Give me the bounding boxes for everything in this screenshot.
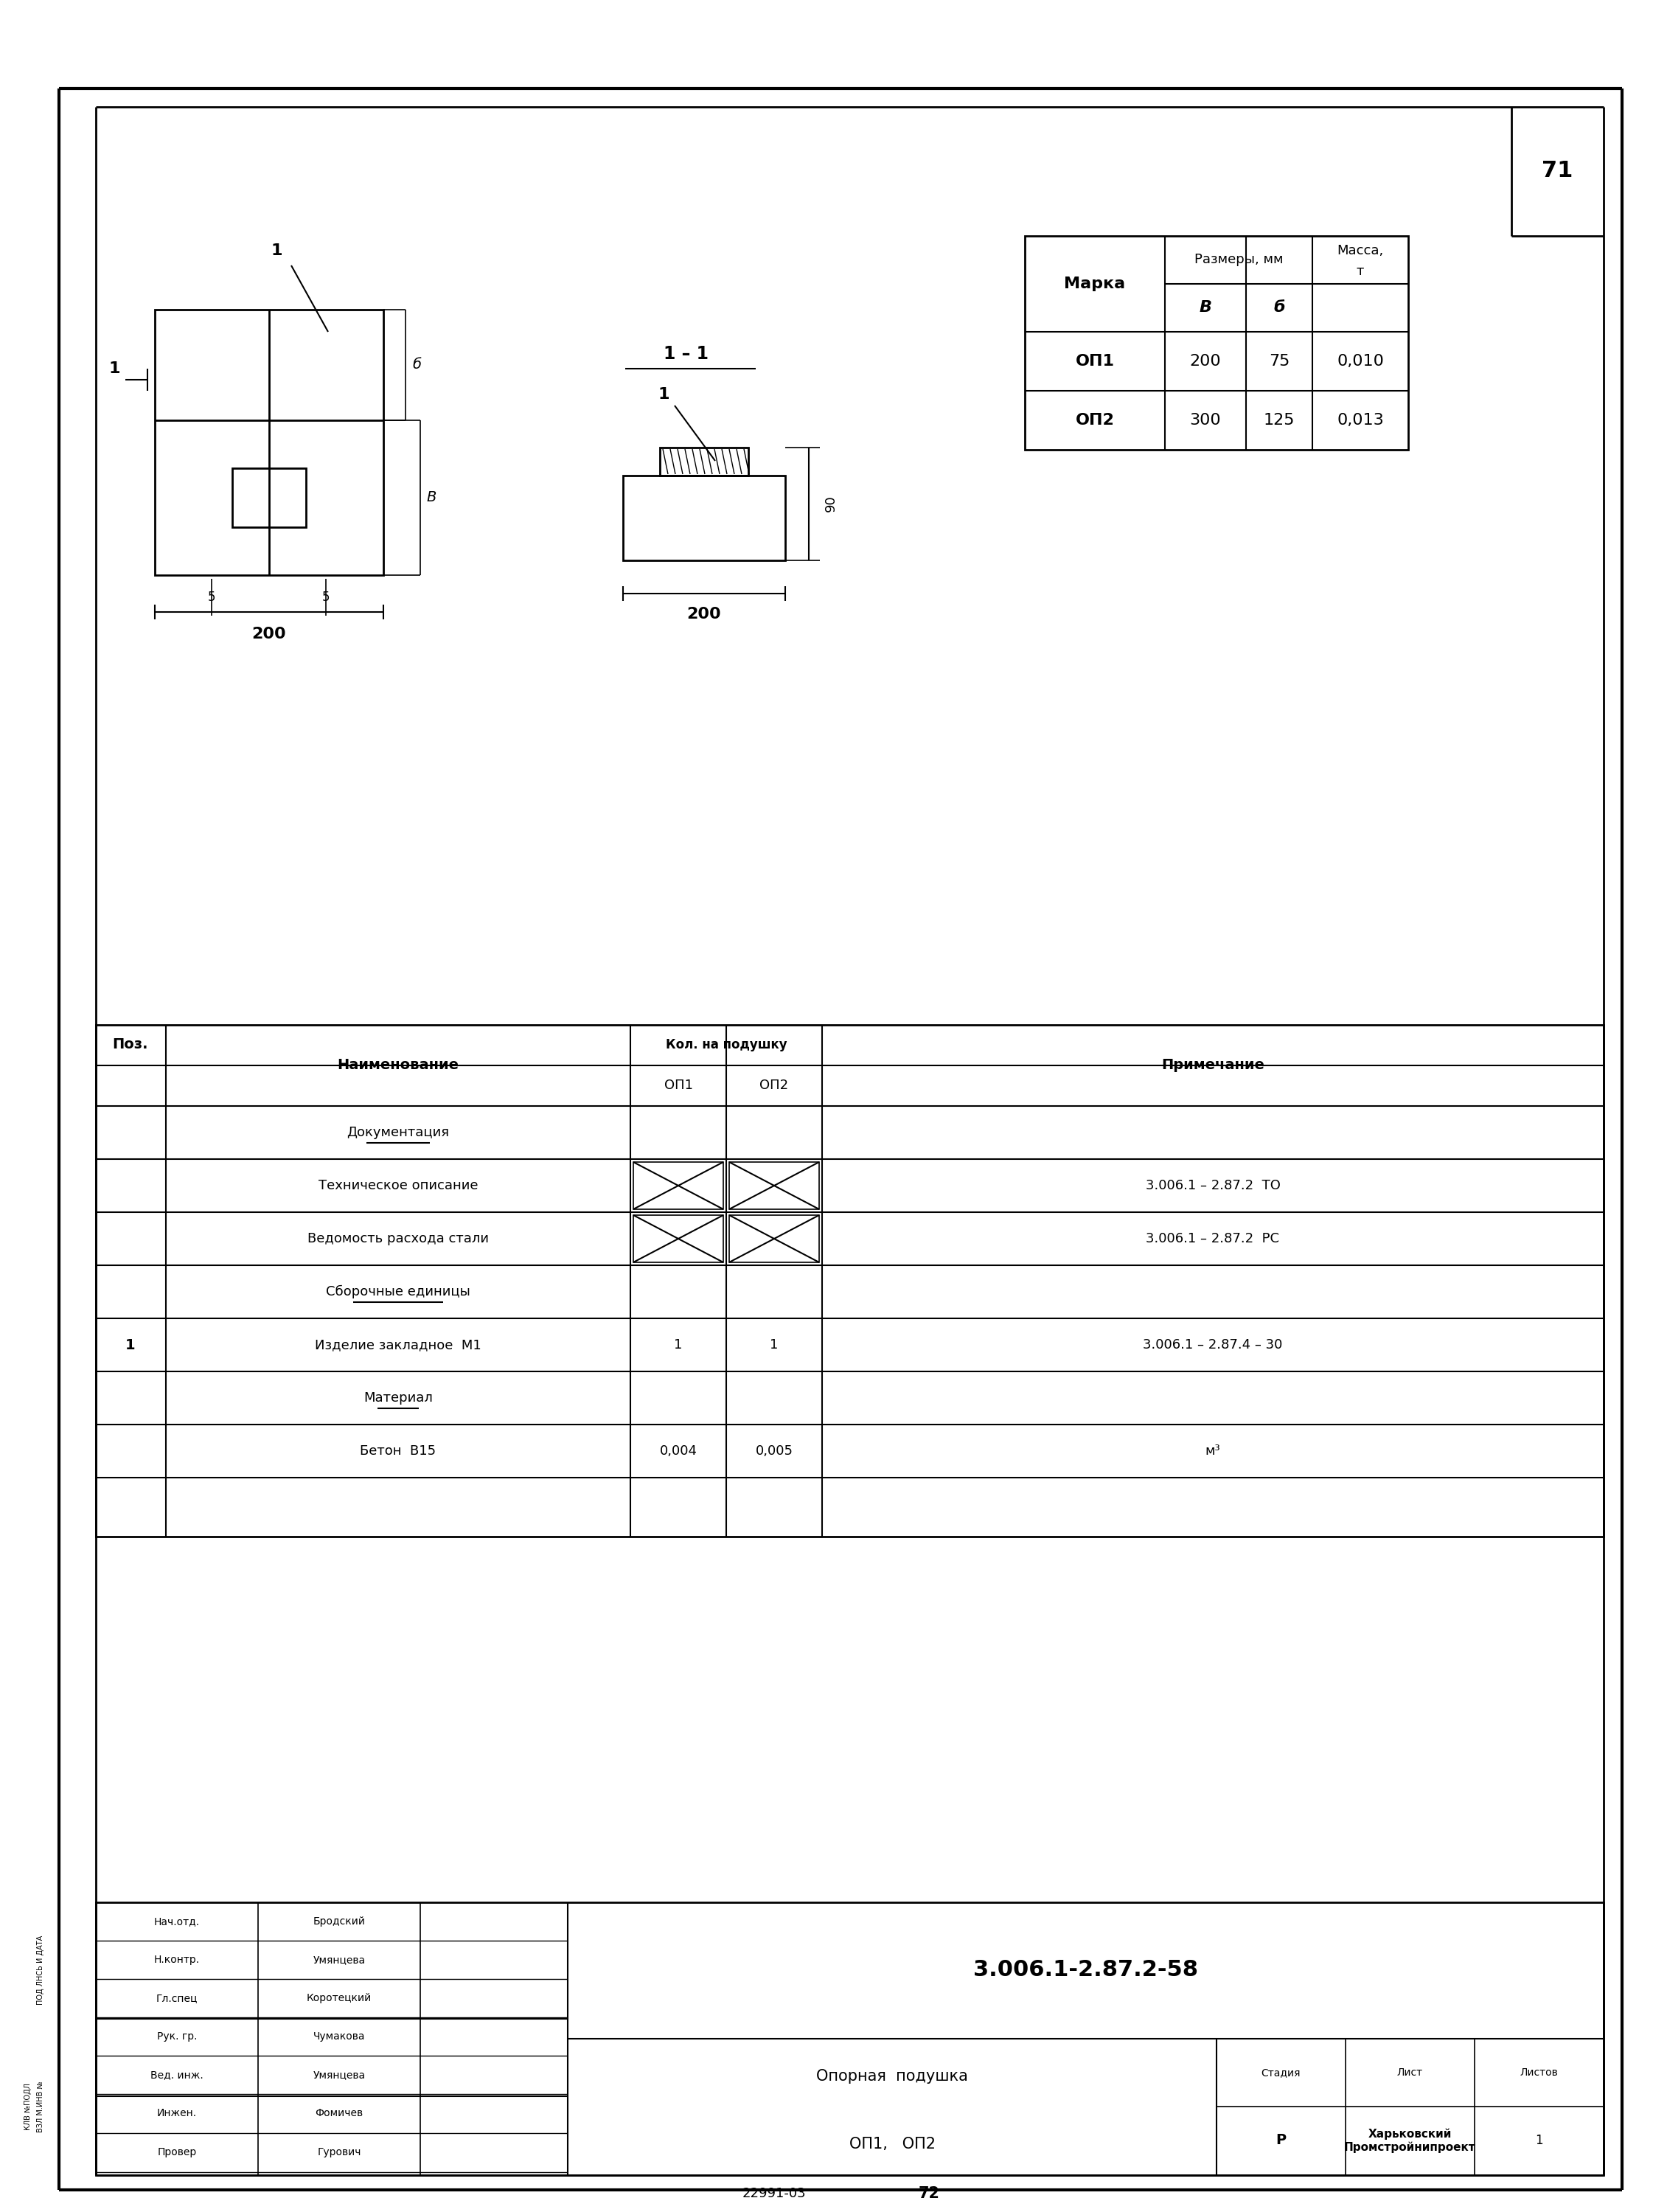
Text: 300: 300 (1190, 414, 1222, 427)
Text: 1: 1 (126, 1338, 136, 1352)
Text: 71: 71 (1542, 161, 1572, 181)
Text: м³: м³ (1205, 1444, 1220, 1458)
Text: ВЗЛ М.ИНВ №: ВЗЛ М.ИНВ № (36, 2081, 45, 2132)
Text: ПОД ЛНСЬ И ДАТА: ПОД ЛНСЬ И ДАТА (36, 1935, 45, 2004)
Text: Лист: Лист (1397, 2068, 1423, 2077)
Text: Листов: Листов (1519, 2068, 1557, 2077)
Text: 1: 1 (1534, 2135, 1542, 2148)
Text: 3.006.1 – 2.87.2  ТО: 3.006.1 – 2.87.2 ТО (1146, 1179, 1281, 1192)
Text: 72: 72 (919, 2185, 939, 2201)
Text: КЛВ №ПОДЛ: КЛВ №ПОДЛ (25, 2084, 31, 2130)
Text: б: б (1273, 301, 1284, 314)
Text: 22991-03: 22991-03 (742, 2188, 807, 2201)
Text: Рук. гр.: Рук. гр. (157, 2031, 197, 2042)
Text: Бродский: Бродский (312, 1916, 365, 1927)
Text: 0,004: 0,004 (660, 1444, 698, 1458)
Text: Инжен.: Инжен. (157, 2108, 197, 2119)
Bar (1025, 237, 1408, 449)
Text: ОП2: ОП2 (760, 1079, 788, 1093)
Text: 0,013: 0,013 (1337, 414, 1384, 427)
Text: Чумакова: Чумакова (312, 2031, 365, 2042)
Text: Техническое описание: Техническое описание (319, 1179, 478, 1192)
Text: Фомичев: Фомичев (316, 2108, 364, 2119)
Text: 200: 200 (251, 626, 286, 641)
Text: Опорная  подушка: Опорная подушка (817, 2068, 969, 2084)
Text: 125: 125 (1263, 414, 1294, 427)
Text: 0,005: 0,005 (755, 1444, 793, 1458)
Text: 5: 5 (322, 591, 329, 604)
Text: В: В (1198, 301, 1212, 314)
Text: 200: 200 (688, 606, 721, 622)
Text: Умянцева: Умянцева (312, 1955, 365, 1964)
Text: Н.контр.: Н.контр. (154, 1955, 200, 1964)
Text: Сборочные единицы: Сборочные единицы (326, 1285, 471, 1298)
Text: ОП2: ОП2 (1076, 414, 1114, 427)
Bar (729, 1214, 820, 1263)
Bar (729, 1161, 820, 1210)
Text: 1 – 1: 1 – 1 (663, 345, 707, 363)
Text: Провер: Провер (157, 2148, 197, 2157)
Text: Наименование: Наименование (337, 1060, 460, 1073)
Text: Изделие закладное  М1: Изделие закладное М1 (316, 1338, 481, 1352)
Bar (660, 447, 749, 476)
Bar (633, 1214, 724, 1263)
Text: 3.006.1 – 2.87.4 – 30: 3.006.1 – 2.87.4 – 30 (1142, 1338, 1283, 1352)
Text: 0,010: 0,010 (1337, 354, 1384, 369)
Text: Примечание: Примечание (1162, 1060, 1265, 1073)
Text: ОП1: ОП1 (665, 1079, 693, 1093)
Text: Нач.отд.: Нач.отд. (154, 1916, 200, 1927)
Text: 5: 5 (208, 591, 215, 604)
Text: Кол. на подушку: Кол. на подушку (666, 1037, 787, 1051)
Text: Коротецкий: Коротецкий (306, 1993, 372, 2004)
Bar (633, 1161, 724, 1210)
Text: Вед. инж.: Вед. инж. (150, 2070, 203, 2079)
Text: Стадия: Стадия (1261, 2068, 1301, 2077)
Text: Материал: Материал (364, 1391, 433, 1405)
Text: Умянцева: Умянцева (312, 2070, 365, 2079)
Text: 1: 1 (271, 243, 283, 259)
Text: В: В (426, 491, 436, 504)
Text: т: т (1357, 265, 1364, 279)
Text: 1: 1 (674, 1338, 683, 1352)
Text: ОП1: ОП1 (1076, 354, 1114, 369)
Bar (96, 1024, 1603, 1537)
Text: Размеры, мм: Размеры, мм (1193, 252, 1283, 265)
Text: Гл.спец: Гл.спец (155, 1993, 198, 2004)
Text: Масса,: Масса, (1337, 243, 1384, 257)
Text: 1: 1 (109, 361, 121, 376)
Bar (155, 310, 383, 575)
Text: Гурович: Гурович (317, 2148, 360, 2157)
Text: 3.006.1 – 2.87.2  РС: 3.006.1 – 2.87.2 РС (1146, 1232, 1279, 1245)
Text: 90: 90 (825, 495, 838, 511)
Text: Поз.: Поз. (112, 1037, 149, 1053)
Text: ОП1,   ОП2: ОП1, ОП2 (850, 2137, 936, 2152)
Text: Документация: Документация (347, 1126, 450, 1139)
Bar (623, 476, 785, 560)
Text: 1: 1 (770, 1338, 779, 1352)
Text: 3.006.1-2.87.2-58: 3.006.1-2.87.2-58 (974, 1960, 1198, 1982)
Text: Ведомость расхода стали: Ведомость расхода стали (307, 1232, 489, 1245)
Text: Марка: Марка (1065, 276, 1126, 292)
Text: 75: 75 (1270, 354, 1289, 369)
Text: Харьковский
Промстройнипроект: Харьковский Промстройнипроект (1344, 2128, 1476, 2152)
Text: Р: Р (1276, 2132, 1286, 2148)
Text: 1: 1 (658, 387, 669, 403)
Bar (96, 1902, 1603, 2174)
Text: б: б (412, 358, 422, 372)
Text: 200: 200 (1190, 354, 1222, 369)
Bar (231, 469, 306, 526)
Text: Бетон  В15: Бетон В15 (360, 1444, 436, 1458)
